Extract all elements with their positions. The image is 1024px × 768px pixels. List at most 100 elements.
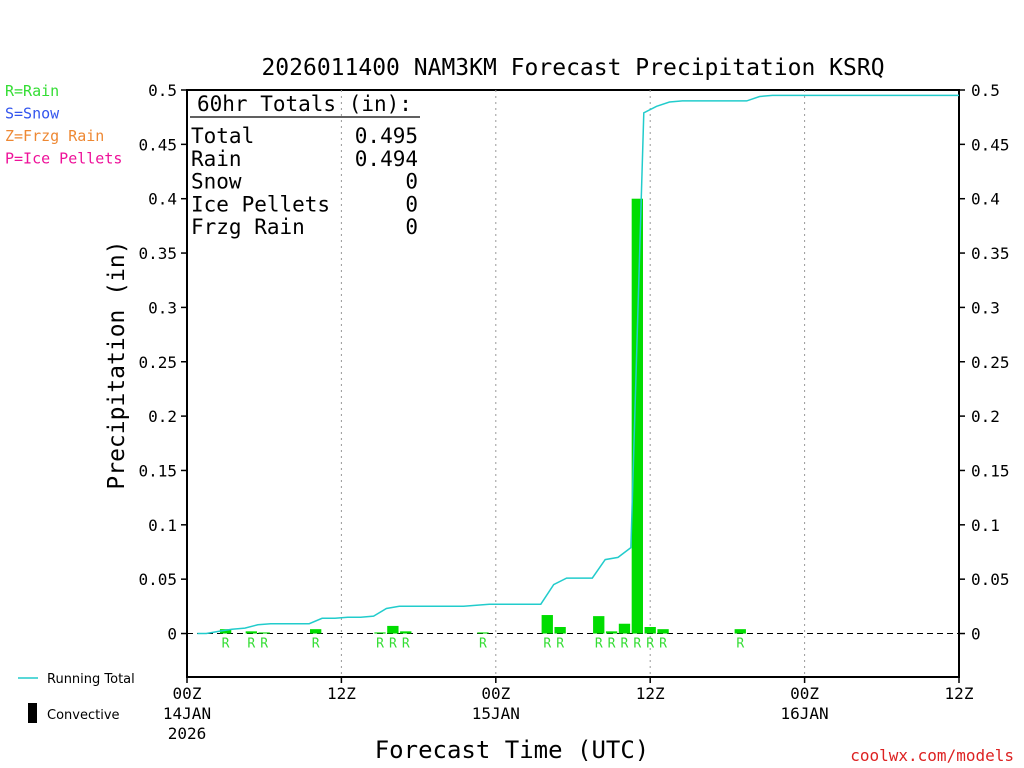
- precip-type-label: R: [595, 637, 603, 652]
- precip-type-label: R: [402, 637, 410, 652]
- totals-row-value: 0.495: [355, 124, 418, 148]
- precip-bar: [618, 623, 631, 634]
- precip-type-label: R: [646, 637, 654, 652]
- precip-type-legend-entry: Z=Frzg Rain: [5, 127, 104, 145]
- precip-bar: [219, 629, 232, 634]
- y-tick-label-left: 0.3: [148, 298, 177, 317]
- y-tick-label-right: 0.45: [971, 135, 1010, 154]
- y-axis-right: 0 0.05 0.1 0.15 0.2 0.25 0.3 0.35 0.4 0.45 0.5: [959, 81, 1010, 644]
- y-tick-label-right: 0.4: [971, 190, 1000, 209]
- totals-row-value: 0: [405, 215, 418, 239]
- x-tick-label: 00Z: [481, 684, 510, 703]
- x-tick-label: 00Z: [790, 684, 819, 703]
- totals-row-label: Snow: [191, 170, 242, 194]
- totals-row-label: Frzg Rain: [191, 215, 305, 239]
- precip-bar: [605, 631, 618, 634]
- totals-row-value: 0: [405, 170, 418, 194]
- convective-legend-swatch: [28, 703, 37, 723]
- precip-type-label: R: [312, 637, 320, 652]
- y-tick-label-left: 0.45: [138, 135, 177, 154]
- y-tick-label-left: 0.05: [138, 570, 177, 589]
- totals-heading: 60hr Totals (in):: [197, 92, 412, 116]
- precip-bar: [245, 631, 257, 634]
- precip-type-label: R: [247, 637, 255, 652]
- precip-bar: [631, 198, 643, 634]
- precip-type-label: R: [222, 637, 230, 652]
- totals-row-value: 0.494: [355, 147, 418, 171]
- y-tick-label-left: 0.15: [138, 461, 177, 480]
- convective-legend-label: Convective: [47, 708, 120, 723]
- precip-bar: [477, 632, 489, 634]
- y-tick-label-right: 0: [971, 625, 981, 644]
- precip-type-label: R: [608, 637, 616, 652]
- x-tick-label: 12Z: [945, 684, 974, 703]
- precip-bar: [310, 629, 322, 634]
- chart-title: 2026011400 NAM3KM Forecast Precipitation…: [261, 55, 884, 81]
- totals-row-label: Ice Pellets: [191, 192, 330, 216]
- precip-type-label: R: [736, 637, 744, 652]
- x-tick-label: 12Z: [327, 684, 356, 703]
- precip-type-label: R: [621, 637, 629, 652]
- totals-row-value: 0: [405, 192, 418, 216]
- running-total-line: [197, 94, 959, 635]
- y-tick-label-left: 0.35: [138, 244, 177, 263]
- precip-bar: [593, 616, 605, 634]
- precip-type-label: R: [633, 637, 641, 652]
- y-tick-label-left: 0: [167, 625, 177, 644]
- totals-row-label: Total: [191, 124, 254, 148]
- y-tick-label-right: 0.25: [971, 353, 1010, 372]
- x-tick-date: 14JAN: [163, 704, 211, 723]
- precip-bars: [219, 198, 746, 634]
- y-tick-label-right: 0.1: [971, 516, 1000, 535]
- y-tick-label-left: 0.1: [148, 516, 177, 535]
- y-tick-label-right: 0.5: [971, 81, 1000, 100]
- y-tick-label-left: 0.5: [148, 81, 177, 100]
- precip-type-legend: R=Rain S=Snow Z=Frzg Rain P=Ice Pellets: [5, 82, 122, 168]
- y-axis-left: 0 0.05 0.1 0.15 0.2 0.25 0.3 0.35 0.4 0.45 0.5: [138, 81, 187, 644]
- precip-bar: [374, 632, 386, 634]
- precip-bar: [258, 632, 270, 634]
- precip-type-label: R: [389, 637, 397, 652]
- plot-area: [186, 89, 960, 678]
- grid-lines: [340, 90, 806, 677]
- x-tick-label: 12Z: [636, 684, 665, 703]
- x-tick-date: 15JAN: [472, 704, 520, 723]
- y-tick-label-left: 0.4: [148, 190, 177, 209]
- precip-type-legend-entry: S=Snow: [5, 105, 60, 123]
- site-credit: coolwx.com/models: [850, 746, 1014, 765]
- y-tick-label-right: 0.35: [971, 244, 1010, 263]
- precip-type-label: R: [260, 637, 268, 652]
- precip-bar: [734, 629, 746, 634]
- totals-box: 60hr Totals (in): Total 0.495 Rain 0.494 Snow…: [190, 92, 420, 239]
- x-tick-year: 2026: [168, 724, 207, 743]
- precip-bar: [554, 626, 566, 634]
- precip-type-legend-entry: R=Rain: [5, 82, 59, 100]
- y-tick-label-right: 0.3: [971, 298, 1000, 317]
- series-legend: Running Total Convective: [18, 672, 135, 723]
- y-tick-label-left: 0.2: [148, 407, 177, 426]
- precip-bar: [657, 629, 669, 634]
- precip-bar: [387, 625, 399, 634]
- precip-type-legend-entry: P=Ice Pellets: [5, 150, 122, 168]
- y-axis-label: Precipitation (in): [104, 240, 130, 489]
- precip-bar: [400, 631, 412, 634]
- x-tick-label: 00Z: [173, 684, 202, 703]
- x-tick-date: 16JAN: [781, 704, 829, 723]
- precip-bar: [541, 615, 553, 634]
- y-tick-label-right: 0.2: [971, 407, 1000, 426]
- running-total-legend-label: Running Total: [47, 672, 135, 687]
- precip-type-label: R: [376, 637, 384, 652]
- y-tick-label-left: 0.25: [138, 353, 177, 372]
- y-tick-label-right: 0.05: [971, 570, 1010, 589]
- precip-type-label: R: [543, 637, 551, 652]
- totals-row-label: Rain: [191, 147, 242, 171]
- precip-type-label: R: [659, 637, 667, 652]
- y-tick-label-right: 0.15: [971, 461, 1010, 480]
- precip-bar: [644, 626, 656, 634]
- plot-frame: [186, 89, 960, 678]
- precip-type-label: R: [479, 637, 487, 652]
- x-axis-label: Forecast Time (UTC): [375, 736, 650, 764]
